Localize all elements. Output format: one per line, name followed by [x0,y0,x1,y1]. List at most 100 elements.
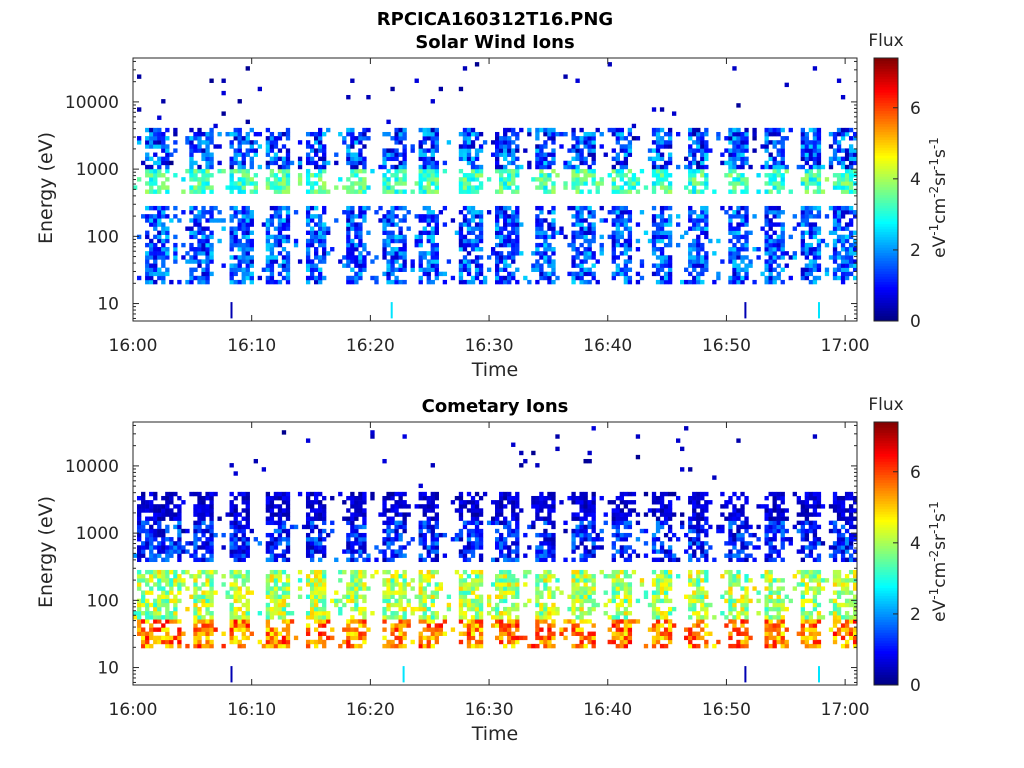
flux-cell [173,504,178,509]
flux-cell [495,594,500,599]
flux-cell [692,168,697,174]
panel-solar-wind-ions: Solar Wind Ions 16:00 16:10 16:20 16:30 16:4… [35,31,950,381]
flux-cell [692,218,697,223]
flux-cell [233,238,238,244]
flux-cell [398,189,403,194]
flux-cell [418,230,423,235]
flux-cell [145,218,150,223]
flux-cell [587,230,592,235]
flux-cell [462,590,468,595]
flux-cell [768,234,773,240]
flux-cell [450,218,456,223]
flux-cell [635,136,641,141]
flux-cell [209,160,214,166]
flux-cell [169,537,174,542]
flux-cell [591,177,596,182]
flux-cell [145,504,150,509]
flux-cell [309,528,315,534]
flux-cell [181,189,186,194]
flux-cell [177,582,182,587]
flux-cell [285,127,291,133]
flux-cell [309,230,315,235]
flux-cell [265,218,271,223]
flux-cell [503,164,508,170]
flux-cell [772,181,777,186]
flux-cell [153,598,158,604]
flux-cell [205,168,210,174]
spectrogram-plot[interactable]: 16:00 16:10 16:20 16:30 16:40 16:50 17:0010100… [65,57,870,356]
flux-cell [205,156,210,162]
flux-cell [245,131,250,137]
flux-cell [169,569,174,575]
flux-cell [398,520,403,526]
flux-cell [281,639,287,645]
flux-cell [253,181,258,186]
flux-cell [599,144,604,149]
flux-cell [728,218,733,223]
flux-cell [229,144,234,149]
flux-cell [245,537,250,542]
flux-cell [507,234,512,240]
flux-cell [193,537,198,542]
flux-cell [840,185,846,190]
flux-cell [804,185,810,190]
flux-cell [434,586,439,591]
flux-cell [768,222,773,227]
flux-cell [358,574,363,579]
flux-cell [346,210,351,215]
flux-cell [684,164,689,170]
flux-cell [499,136,504,141]
flux-cell [277,234,283,240]
flux-cell [362,537,367,542]
flux-cell [462,500,468,505]
flux-cell [165,574,170,579]
flux-cell [285,635,291,641]
flux-cell [161,247,166,252]
flux-cell [422,148,427,153]
flux-cell [776,131,781,137]
flux-cell [137,615,142,620]
flux-cell [551,127,556,133]
flux-cell [474,247,480,252]
flux-cell [149,635,154,641]
flux-cell [185,549,190,554]
flux-cell [583,279,588,285]
flux-cell [418,156,423,162]
flux-cell [563,185,568,190]
flux-cell [169,500,174,505]
flux-cell [157,578,162,583]
flux-cell [474,623,480,628]
flux-cell [430,226,435,231]
flux-cell [692,222,697,227]
flux-cell [655,148,661,153]
flux-cell [402,205,407,211]
flux-cell [305,524,311,530]
flux-cell [418,181,423,186]
flux-cell [752,247,757,252]
flux-cell [297,173,303,178]
flux-cell [539,144,544,149]
flux-cell [233,549,238,554]
flux-cell [466,238,472,244]
flux-cell [269,635,275,641]
flux-cell [157,164,162,170]
x-tick-label: 16:40 [583,336,632,356]
flux-cell [571,271,576,277]
flux-cell [402,553,407,558]
flux-cell [503,234,508,240]
flux-cell [241,259,246,264]
flux-cell [402,214,407,219]
flux-cell [382,500,387,505]
flux-cell [430,541,435,546]
flux-cell [836,148,842,153]
flux-cell [688,164,693,170]
flux-cell [169,279,174,285]
spectrogram-plot[interactable]: 16:00 16:10 16:20 16:30 16:40 16:50 17:0010100… [65,421,870,720]
flux-cell [466,251,472,256]
flux-cell [342,549,347,554]
flux-cell [832,255,838,260]
flux-cell [269,598,275,604]
flux-cell [635,222,641,227]
flux-cell [434,582,439,587]
flux-cell [800,222,806,227]
